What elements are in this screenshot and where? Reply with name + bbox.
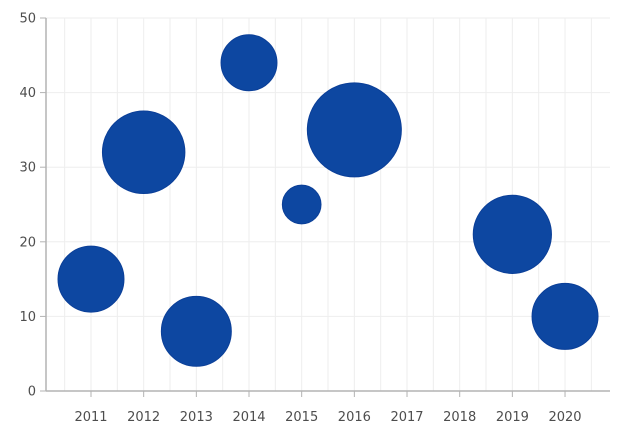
x-tick-label: 2017 <box>390 410 423 425</box>
x-tick-label: 2011 <box>74 410 107 425</box>
y-tick-label: 0 <box>28 385 36 400</box>
y-tick-label: 50 <box>19 12 36 27</box>
axes-layer <box>40 17 610 397</box>
x-tick-label: 2020 <box>548 410 581 425</box>
y-tick-label: 20 <box>19 235 36 250</box>
bubble-point-2013[interactable] <box>160 295 232 367</box>
bubble-point-2015[interactable] <box>281 184 322 225</box>
bubble-layer <box>57 34 599 367</box>
x-tick-label: 2018 <box>443 410 476 425</box>
bubble-point-2016[interactable] <box>306 82 402 178</box>
x-tick-label: 2012 <box>127 410 160 425</box>
x-tick-label: 2015 <box>285 410 318 425</box>
bubble-point-2019[interactable] <box>472 194 552 274</box>
x-tick-label: 2014 <box>232 410 265 425</box>
bubble-point-2011[interactable] <box>57 245 125 313</box>
bubble-point-2020[interactable] <box>531 282 599 350</box>
bubble-point-2014[interactable] <box>220 34 278 92</box>
x-tick-label: 2019 <box>496 410 529 425</box>
x-tick-label: 2016 <box>338 410 371 425</box>
x-tick-label: 2013 <box>180 410 213 425</box>
y-tick-label: 30 <box>19 161 36 176</box>
y-tick-label: 10 <box>19 310 36 325</box>
label-layer: 0 10 20 30 40 50 2011 2012 2013 2014 2015 2016 2017 2… <box>19 12 581 426</box>
y-tick-label: 40 <box>19 86 36 101</box>
bubble-point-2012[interactable] <box>101 110 186 194</box>
